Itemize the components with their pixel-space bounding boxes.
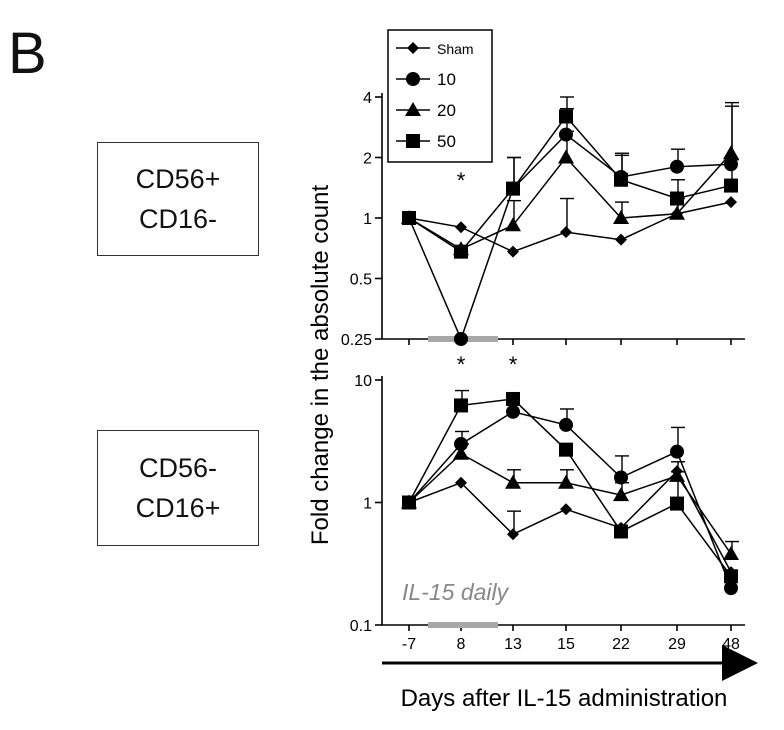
data-point bbox=[670, 444, 684, 459]
data-point bbox=[507, 245, 519, 258]
x-tick-label: 13 bbox=[504, 636, 522, 653]
data-point bbox=[723, 145, 739, 160]
bottom-y-tick-label: 0.1 bbox=[350, 618, 372, 635]
data-point bbox=[455, 221, 467, 234]
data-point bbox=[453, 445, 469, 460]
population-box-bottom: CD56- CD16+ bbox=[97, 430, 259, 546]
panel-bottom: 0.1 1 10 -7 8 13 15 22 29 48 * * bbox=[350, 352, 745, 653]
data-point bbox=[560, 503, 572, 516]
data-point bbox=[724, 157, 738, 172]
data-point bbox=[670, 159, 684, 174]
population-bottom-line1: CD56- bbox=[138, 453, 218, 483]
data-point bbox=[559, 442, 573, 457]
legend-frame bbox=[387, 29, 493, 163]
x-axis-label: Days after IL-15 administration bbox=[401, 685, 728, 712]
top-series-50 bbox=[402, 96, 739, 259]
data-point bbox=[558, 474, 574, 489]
legend-marker-diamond bbox=[407, 42, 419, 54]
x-tick-label: -7 bbox=[402, 636, 416, 653]
data-point bbox=[560, 226, 572, 239]
top-y-tick-label: 4 bbox=[363, 90, 372, 107]
data-point bbox=[614, 524, 628, 539]
data-point bbox=[507, 528, 519, 541]
data-point bbox=[559, 109, 573, 124]
data-point bbox=[558, 149, 574, 164]
il15-annotation: IL-15 daily bbox=[402, 579, 510, 605]
legend-marker-circle bbox=[406, 72, 420, 86]
panel-top: 0.25 0.5 1 2 4 * bbox=[341, 90, 745, 349]
top-y-tick-label: 2 bbox=[363, 151, 372, 168]
data-point bbox=[505, 217, 521, 232]
data-point bbox=[506, 181, 520, 196]
legend-label: 10 bbox=[437, 70, 456, 89]
data-point bbox=[505, 474, 521, 489]
data-point bbox=[723, 545, 739, 560]
data-point bbox=[455, 476, 467, 489]
top-y-tick-label: 0.25 bbox=[341, 332, 372, 349]
legend-label: 20 bbox=[437, 101, 456, 120]
data-point bbox=[724, 178, 738, 193]
data-point bbox=[613, 487, 629, 502]
y-axis-label: Fold change in the absolute count bbox=[307, 185, 334, 546]
legend-marker-triangle bbox=[405, 102, 421, 116]
top-y-tick-label: 0.5 bbox=[350, 272, 372, 289]
population-top-line2: CD16- bbox=[138, 204, 218, 234]
data-point bbox=[669, 467, 685, 482]
bottom-series-20 bbox=[401, 443, 739, 560]
x-tick-label: 8 bbox=[457, 636, 466, 653]
legend-label: Sham bbox=[437, 41, 474, 57]
population-box-top: CD56+ CD16- bbox=[97, 142, 259, 256]
population-top-line1: CD56+ bbox=[135, 164, 221, 194]
top-significance-star: * bbox=[457, 168, 466, 193]
top-series-sham bbox=[403, 196, 737, 258]
data-point bbox=[614, 470, 628, 485]
data-point bbox=[724, 569, 738, 584]
data-point bbox=[614, 172, 628, 187]
data-point bbox=[613, 210, 629, 224]
x-tick-label: 29 bbox=[668, 636, 686, 653]
x-tick-label: 22 bbox=[612, 636, 630, 653]
x-tick-label: 48 bbox=[722, 636, 740, 653]
bottom-significance-star: * bbox=[509, 352, 518, 377]
panel-letter: B bbox=[8, 21, 47, 86]
bottom-treatment-bar bbox=[428, 622, 498, 628]
data-point bbox=[615, 233, 627, 246]
data-point bbox=[559, 127, 573, 142]
legend-label: 50 bbox=[437, 132, 456, 151]
bottom-series-10 bbox=[402, 404, 738, 596]
data-point bbox=[669, 205, 685, 220]
x-tick-label: 15 bbox=[557, 636, 575, 653]
data-point bbox=[454, 398, 468, 413]
legend-marker-square bbox=[406, 134, 420, 148]
bottom-y-tick-label: 10 bbox=[354, 373, 372, 390]
data-point bbox=[454, 332, 468, 346]
data-point bbox=[725, 196, 737, 209]
bottom-significance-star: * bbox=[457, 352, 466, 377]
data-point bbox=[670, 496, 684, 511]
data-point bbox=[670, 191, 684, 206]
data-point bbox=[724, 581, 738, 596]
data-point bbox=[559, 417, 573, 432]
bottom-series-50 bbox=[402, 389, 738, 584]
data-point bbox=[506, 404, 520, 419]
data-point bbox=[506, 391, 520, 406]
bottom-y-tick-label: 1 bbox=[363, 496, 372, 513]
data-point bbox=[402, 495, 416, 510]
data-point bbox=[454, 244, 468, 259]
population-bottom-line2: CD16+ bbox=[135, 493, 221, 523]
data-point bbox=[402, 211, 416, 225]
top-y-tick-label: 1 bbox=[363, 211, 372, 228]
legend: Sham 10 20 50 bbox=[387, 29, 493, 163]
